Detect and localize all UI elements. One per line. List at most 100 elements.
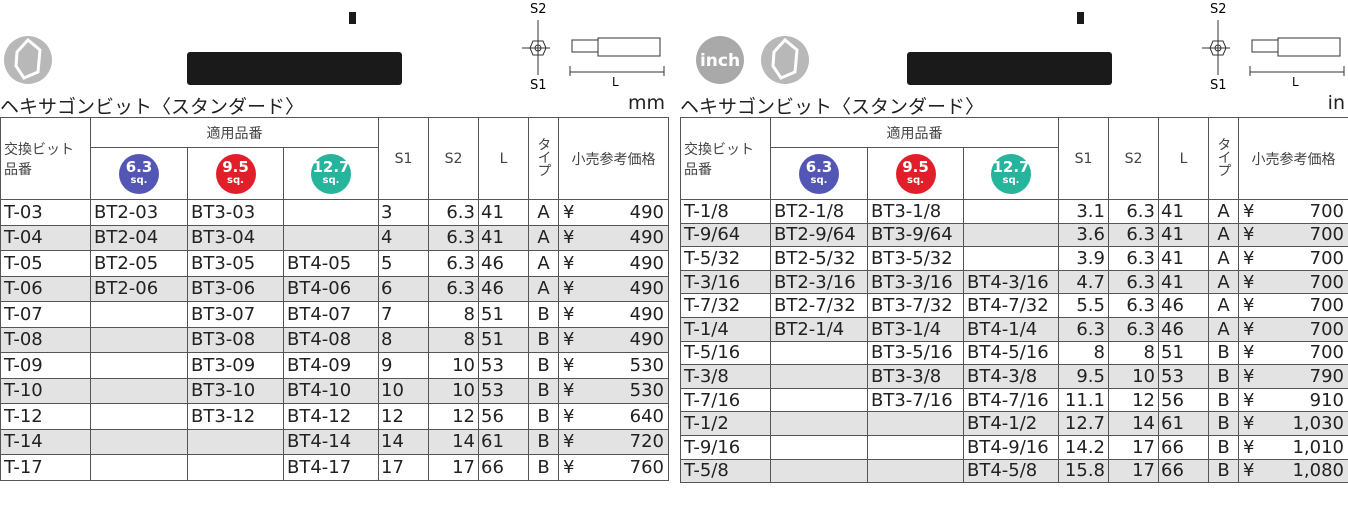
header-cell: L [1158,117,1209,200]
panel: S2 S1 L ヘキサゴンビット〈スタンダード〉 mm 交換ビット 品番 適用品番 S1 S… [0,0,669,506]
table-cell: BT4-06 [283,275,379,302]
currency: ¥ [1243,271,1255,293]
table-row: T-3/8 BT3-3/8 BT4-3/8 9.5 10 53 B ¥790 [680,364,1348,389]
section-title: ヘキサゴンビット〈スタンダード〉 [680,96,985,118]
empty-cell [90,301,188,328]
table-cell: 3 [378,199,429,226]
socket-size: 6.3 [805,157,833,176]
empty-cell [90,377,188,404]
empty-cell [90,403,188,430]
price-cell: ¥700 [1238,316,1348,342]
header-cell: タイプ [528,117,559,200]
price: 790 [1309,365,1344,387]
currency: ¥ [563,252,575,274]
table-cell: BT3-09 [187,352,284,379]
price: 490 [629,303,664,325]
table-cell: T-12 [0,403,91,430]
header-row: 交換ビット 品番 適用品番 S1 S2 L タイプ 小売参考価格 [680,117,1348,200]
table-cell: BT3-04 [187,224,284,251]
table-cell: B [1208,458,1239,484]
table-row: T-9/16 BT4-9/16 14.2 17 66 B ¥1,010 [680,434,1348,460]
header-row: 6.3 sq. 9.5 sq. 12.7 sq. [1,147,669,200]
table-cell: BT3-5/32 [867,246,964,271]
table-cell: 8 [428,301,479,328]
table-cell: 11.1 [1058,387,1109,413]
table-cell: 56 [478,403,529,430]
table-cell: 15.8 [1058,458,1109,484]
price-cell: ¥1,010 [1238,434,1348,460]
table-cell: T-3/8 [680,364,771,389]
table-cell: B [1208,364,1239,389]
panel: inch S2 S1 L ヘキサゴンビット〈スタンダード〉 in 交換ビット 品番 適用… [680,0,1348,506]
currency: ¥ [563,329,575,351]
table-cell: T-06 [0,275,91,302]
empty-cell [963,199,1059,224]
price-cell: ¥530 [558,352,669,379]
price-cell: ¥720 [558,428,669,455]
currency: ¥ [1243,247,1255,269]
table-cell: 10 [428,352,479,379]
table-cell: T-3/16 [680,269,771,295]
price-cell: ¥490 [558,326,669,353]
table-cell: BT3-12 [187,403,284,430]
table-cell: 46 [1158,316,1209,342]
empty-cell [187,428,284,455]
table-cell: T-1/4 [680,316,771,342]
header-text: 交換ビット [684,141,754,158]
table-cell: T-09 [0,352,91,379]
currency: ¥ [1243,460,1255,482]
socket-badge: 12.7 sq. [311,153,351,194]
table-row: T-14 BT4-14 14 14 61 B ¥720 [0,428,669,455]
table-cell: 10 [1108,364,1159,389]
currency: ¥ [563,278,575,300]
currency: ¥ [563,405,575,427]
price-cell: ¥700 [1238,269,1348,295]
table-cell: BT3-1/4 [867,316,964,342]
empty-cell [770,411,868,436]
table-row: T-03 BT2-03 BT3-03 3 6.3 41 A ¥490 [0,199,669,226]
table-cell: 3.1 [1058,199,1109,224]
table-cell: BT3-7/32 [867,293,964,318]
inch-badge: inch [700,51,740,71]
table-cell: 56 [1158,387,1209,413]
socket-unit: sq. [130,174,148,186]
table-cell: 46 [478,250,529,277]
header-cell: L [478,117,529,200]
table-cell: BT4-1/2 [963,411,1059,436]
price: 490 [629,252,664,274]
header-row: 交換ビット 品番 適用品番 S1 S2 L タイプ 小売参考価格 [0,117,669,200]
table-cell: BT4-9/16 [963,434,1059,460]
table-cell: A [1208,222,1239,248]
table-cell: BT4-10 [283,377,379,404]
table-cell: BT3-5/16 [867,340,964,366]
table-cell: 12.7 [1058,411,1109,436]
table-body: T-03 BT2-03 BT3-03 3 6.3 41 A ¥490 T-04 BT2-04 BT3… [0,199,669,481]
table-cell: 61 [478,428,529,455]
currency: ¥ [1243,413,1255,435]
table-cell: 12 [1108,387,1159,413]
table-cell: 6.3 [1108,246,1159,271]
table-row: T-7/32 BT2-7/32 BT3-7/32 BT4-7/32 5.5 6.3 46 A ¥… [680,293,1348,318]
product-art: S2 S1 L [4,2,665,92]
table-cell: BT2-3/16 [770,269,868,295]
price-cell: ¥700 [1238,222,1348,248]
table-cell: 41 [1158,199,1209,224]
socket-size: 9.5 [222,157,249,176]
table-body: T-1/8 BT2-1/8 BT3-1/8 3.1 6.3 41 A ¥700 T-9/64 BT… [680,199,1348,484]
empty-cell [770,364,868,389]
table-row: T-08 BT3-08 BT4-08 8 8 51 B ¥490 [0,326,669,353]
table-cell: BT2-06 [90,275,188,302]
table-cell: 10 [428,377,479,404]
table-cell: BT2-5/32 [770,246,868,271]
currency: ¥ [563,303,575,325]
table-cell: A [1208,246,1239,271]
table-cell: T-08 [0,326,91,353]
table-cell: 6.3 [1108,316,1159,342]
price-cell: ¥760 [558,454,669,481]
price-cell: ¥1,030 [1238,411,1348,436]
table-cell: BT3-9/64 [867,222,964,248]
table-cell: 41 [1158,269,1209,295]
currency: ¥ [563,431,575,453]
table-cell: 6.3 [428,224,479,251]
